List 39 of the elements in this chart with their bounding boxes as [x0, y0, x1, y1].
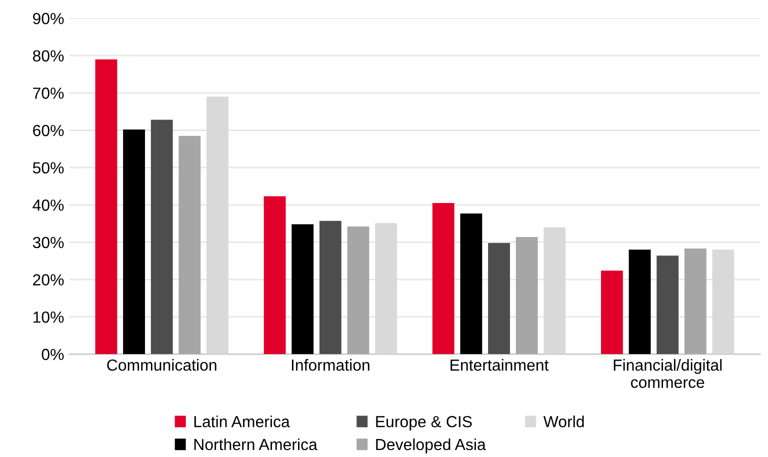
bar: [712, 250, 734, 354]
bar: [178, 136, 201, 354]
bar: [460, 213, 482, 354]
bar: [488, 242, 510, 354]
bar: [516, 236, 538, 354]
x-tick-label: Communication: [107, 359, 216, 371]
bar: [95, 59, 118, 354]
x-tick-label: Information: [292, 359, 370, 371]
legend-label: Northern America: [194, 438, 318, 450]
bar: [123, 130, 145, 354]
bar: [432, 203, 454, 354]
legend-label: Latin America: [194, 416, 290, 428]
bar: [656, 256, 679, 354]
bar: [264, 196, 286, 354]
y-tick-label: 0%: [42, 348, 64, 360]
y-tick-label: 60%: [33, 124, 64, 136]
y-tick-label: 20%: [33, 274, 64, 286]
y-tick-label: 30%: [32, 236, 64, 248]
x-tick-label: Financial/digital commerce: [614, 359, 722, 388]
y-tick-label: 10%: [34, 311, 64, 323]
bar: [206, 96, 228, 354]
bar: [544, 227, 566, 354]
y-tick-label: 90%: [33, 12, 64, 24]
legend-label: Europe & CIS: [376, 416, 472, 430]
bar: [292, 224, 314, 354]
y-tick-label: 80%: [32, 50, 64, 62]
bar: [628, 250, 651, 354]
x-tick-label: Entertainment: [450, 359, 549, 371]
bar: [601, 270, 623, 354]
bar: [684, 248, 706, 354]
y-tick-label: 70%: [33, 88, 64, 99]
bar: [375, 223, 398, 354]
legend-label: World: [543, 416, 584, 428]
legend-label: Developed Asia: [376, 438, 486, 454]
bar: [319, 220, 342, 354]
y-tick-label: 40%: [32, 200, 64, 211]
bar: [347, 226, 370, 354]
y-tick-label: 50%: [32, 162, 64, 174]
bar: [150, 120, 173, 354]
